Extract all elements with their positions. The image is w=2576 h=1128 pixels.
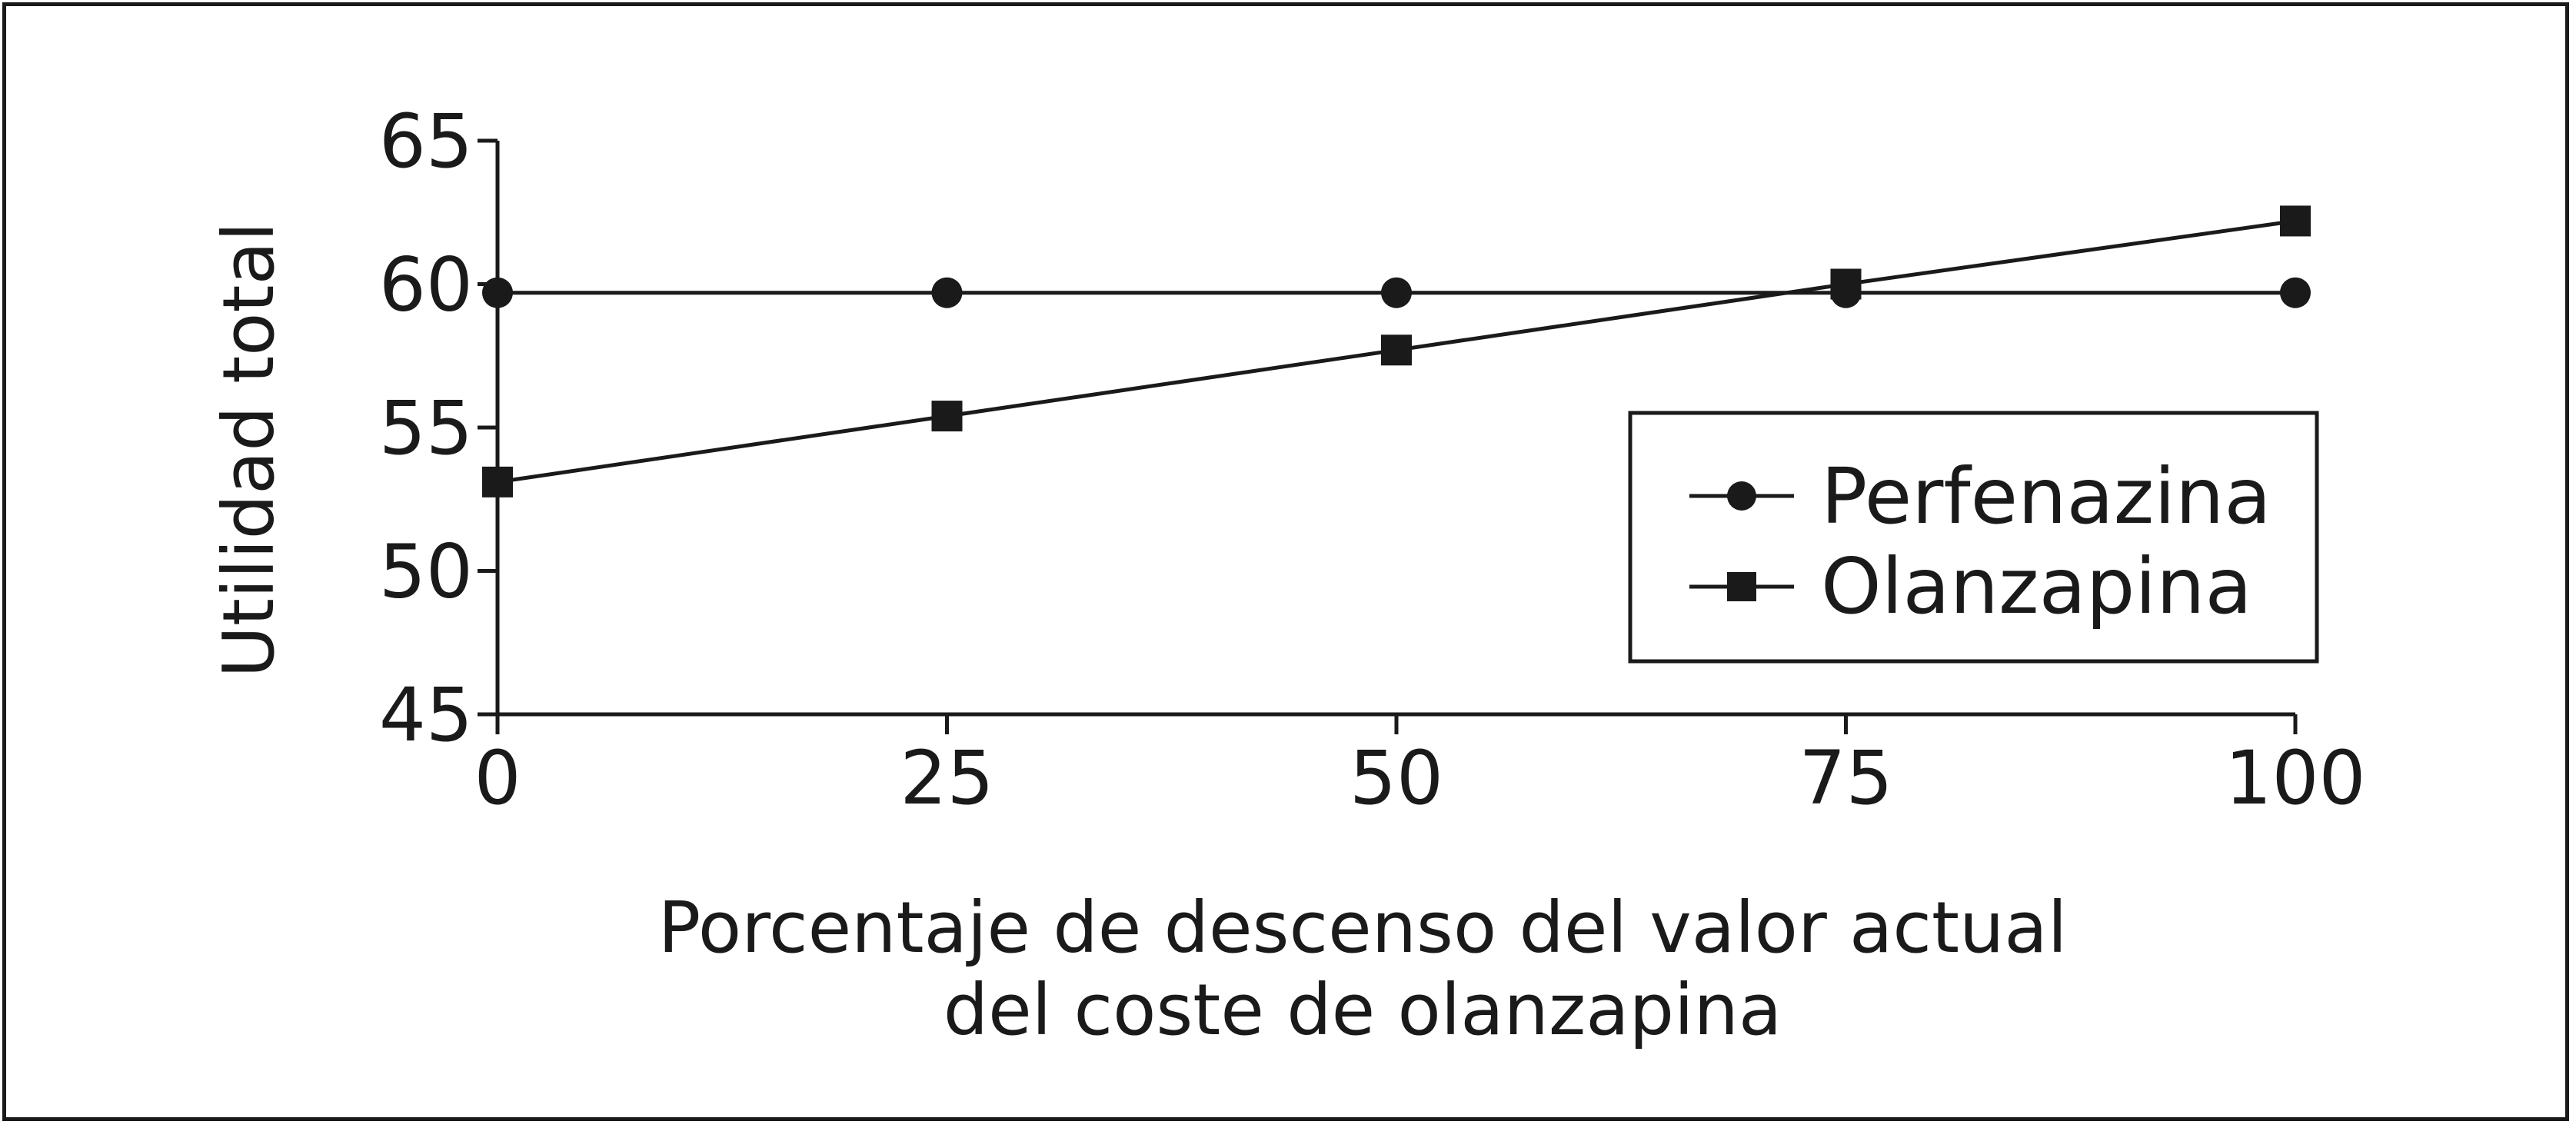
data-point-perfenazina (1381, 277, 1412, 308)
x-axis-title-line-2: del coste de olanzapina (944, 969, 1782, 1051)
data-point-olanzapina (2280, 205, 2311, 237)
x-axis-title-line-1: Porcentaje de descenso del valor actual (658, 887, 2068, 969)
legend-label-olanzapina: Olanzapina (1821, 541, 2252, 631)
x-tick-label: 75 (1799, 735, 1892, 821)
y-axis-title: Utilidad total (208, 222, 290, 678)
data-point-perfenazina (931, 277, 963, 308)
x-tick-label: 100 (2225, 735, 2365, 821)
data-point-olanzapina (1381, 334, 1412, 366)
legend-marker-square (1727, 572, 1756, 601)
y-tick-label: 65 (379, 98, 473, 185)
x-tick-label: 0 (474, 735, 521, 821)
x-tick-label: 25 (900, 735, 993, 821)
y-tick-label: 55 (379, 385, 473, 471)
legend: Perfenazina Olanzapina (1628, 411, 2319, 664)
data-point-perfenazina (482, 277, 513, 308)
legend-label-perfenazina: Perfenazina (1821, 451, 2271, 541)
y-tick-label: 45 (379, 672, 473, 758)
y-axis-ticks: 45 50 55 60 65 (379, 98, 498, 758)
x-tick-label: 50 (1350, 735, 1443, 821)
data-point-olanzapina (482, 466, 513, 497)
data-point-olanzapina (931, 401, 963, 432)
legend-box (1628, 411, 2319, 664)
y-tick-label: 50 (379, 529, 473, 615)
y-tick-label: 60 (379, 242, 473, 328)
data-point-perfenazina (2280, 277, 2311, 308)
series-layer (482, 205, 2311, 497)
x-axis-ticks: 0 25 50 75 100 (474, 714, 2366, 821)
legend-marker-circle (1727, 481, 1756, 511)
data-point-olanzapina (1830, 268, 1862, 300)
